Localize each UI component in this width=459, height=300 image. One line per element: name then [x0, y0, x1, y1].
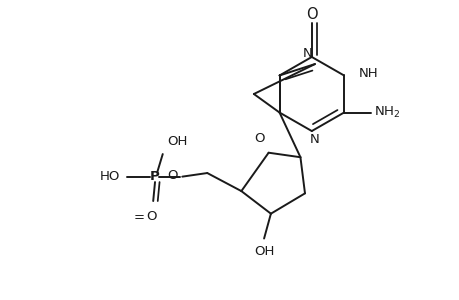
Text: NH$_2$: NH$_2$ — [373, 105, 399, 120]
Text: =: = — [134, 211, 145, 224]
Text: NH: NH — [358, 67, 377, 80]
Text: O: O — [146, 210, 157, 223]
Text: P: P — [150, 170, 160, 183]
Text: O: O — [254, 132, 264, 145]
Text: HO: HO — [100, 170, 120, 183]
Text: O: O — [167, 169, 177, 182]
Text: OH: OH — [253, 245, 274, 258]
Text: OH: OH — [168, 135, 188, 148]
Text: N: N — [302, 46, 312, 59]
Text: O: O — [305, 8, 317, 22]
Text: N: N — [309, 133, 319, 146]
